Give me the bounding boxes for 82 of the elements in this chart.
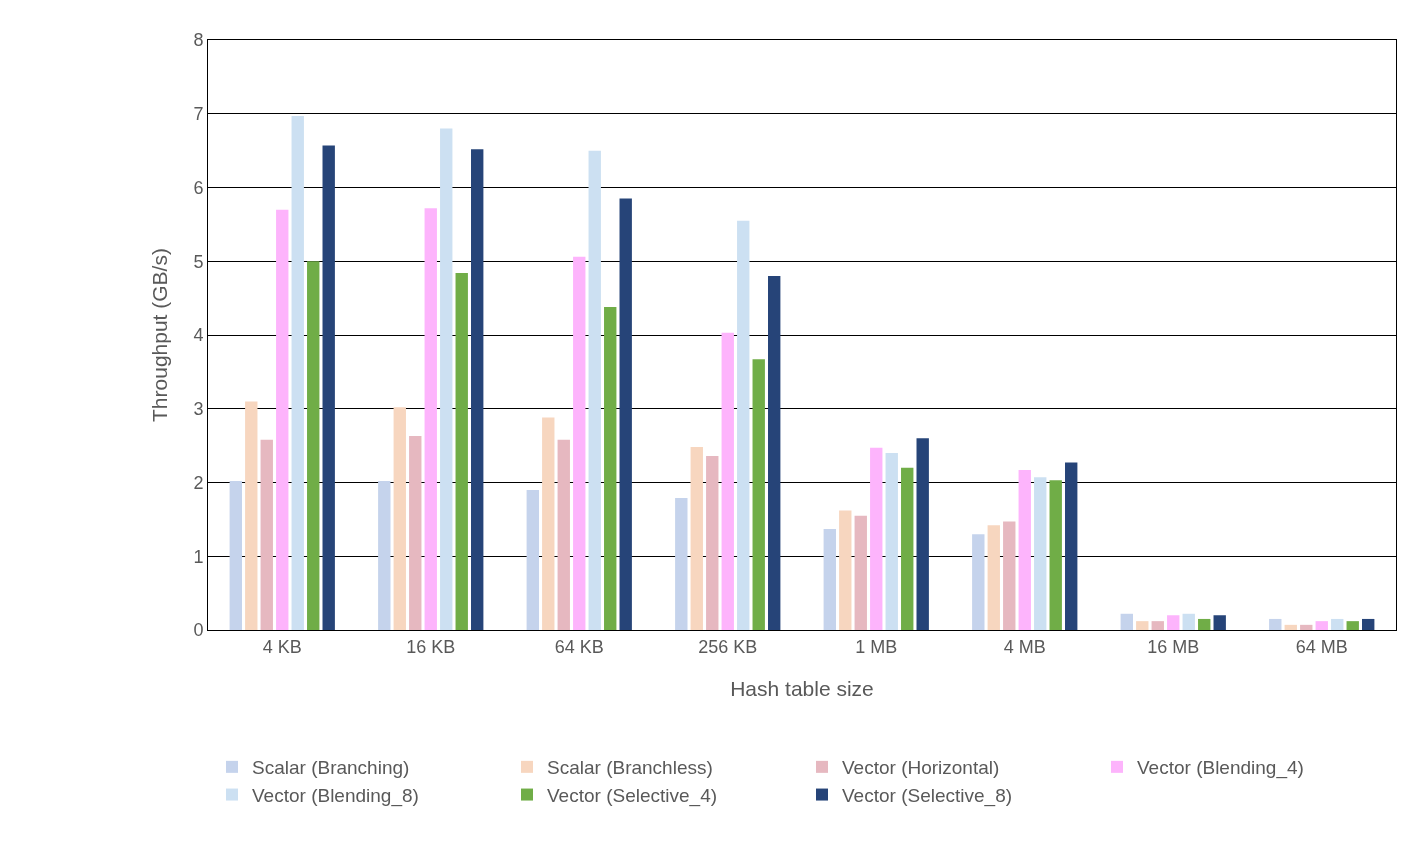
x-tick-label: 1 MB	[855, 636, 898, 657]
bar	[557, 439, 570, 630]
bar	[229, 481, 242, 630]
bar	[1331, 618, 1344, 630]
bar	[542, 417, 555, 630]
legend-label: Vector (Selective_8)	[842, 784, 1013, 807]
bar	[768, 276, 781, 630]
bar	[378, 481, 391, 630]
y-tick-label: 3	[193, 399, 204, 420]
bar	[588, 150, 601, 630]
y-axis-title: Throughput (GB/s)	[147, 248, 171, 422]
bar	[1346, 621, 1359, 630]
y-tick-label: 7	[193, 104, 204, 125]
bar	[752, 359, 765, 630]
bar	[471, 149, 484, 630]
x-tick-label: 4 KB	[262, 636, 302, 657]
bar	[1167, 615, 1180, 630]
x-axis-title: Hash table size	[730, 676, 874, 700]
bar	[870, 447, 883, 630]
bar	[526, 489, 539, 630]
bar	[1003, 521, 1016, 630]
bar	[245, 401, 258, 630]
bar	[409, 436, 422, 630]
bar	[1198, 618, 1211, 630]
bar	[619, 198, 632, 630]
x-tick-label: 4 MB	[1003, 636, 1046, 657]
bar	[455, 273, 468, 630]
y-tick-label: 2	[193, 472, 204, 493]
legend-label: Vector (Selective_4)	[547, 784, 718, 807]
bar	[307, 261, 320, 630]
y-tick-label: 0	[193, 620, 204, 641]
bar	[291, 115, 304, 630]
x-tick-label: 256 KB	[698, 636, 758, 657]
legend-label: Vector (Blending_8)	[252, 784, 419, 807]
bar	[322, 145, 335, 630]
bar	[823, 528, 836, 630]
bar	[440, 128, 453, 630]
bar	[1120, 613, 1133, 630]
y-tick-label: 6	[193, 177, 204, 198]
bar	[1136, 621, 1149, 630]
bar	[393, 407, 406, 630]
bar	[1182, 613, 1195, 630]
bar	[424, 208, 437, 630]
bar	[721, 332, 734, 630]
y-tick-label: 1	[193, 546, 204, 567]
bar	[1300, 624, 1313, 630]
bar	[690, 447, 703, 630]
x-tick-label: 64 MB	[1295, 636, 1348, 657]
bar	[1269, 618, 1282, 630]
bar	[260, 439, 273, 630]
bar	[1018, 469, 1031, 630]
bar	[1213, 615, 1226, 630]
bar	[604, 306, 617, 630]
bar	[706, 455, 719, 630]
bar	[1151, 621, 1164, 630]
legend-label: Vector (Horizontal)	[842, 757, 1000, 779]
bar	[1049, 480, 1062, 630]
x-tick-label: 16 KB	[406, 636, 456, 657]
legend-label: Vector (Blending_4)	[1137, 757, 1304, 780]
y-tick-label: 8	[193, 30, 204, 51]
bar	[1034, 477, 1047, 630]
legend-label: Scalar (Branching)	[252, 757, 410, 779]
bar	[839, 510, 852, 630]
legend-label: Scalar (Branchless)	[547, 757, 713, 779]
y-tick-label: 4	[193, 325, 204, 346]
bar	[573, 256, 586, 630]
bar	[916, 438, 929, 630]
bar	[276, 209, 289, 630]
bar	[1065, 462, 1078, 630]
bar	[1362, 618, 1375, 630]
y-tick-label: 5	[193, 251, 204, 272]
bar	[1315, 621, 1328, 630]
bar	[885, 453, 898, 630]
x-tick-label: 16 MB	[1147, 636, 1200, 657]
bar	[675, 497, 688, 630]
bar	[901, 467, 914, 630]
bar	[972, 534, 985, 630]
x-tick-label: 64 KB	[554, 636, 604, 657]
bar	[1284, 624, 1297, 630]
bar	[737, 220, 750, 630]
bar	[854, 515, 867, 630]
bar	[987, 525, 1000, 630]
